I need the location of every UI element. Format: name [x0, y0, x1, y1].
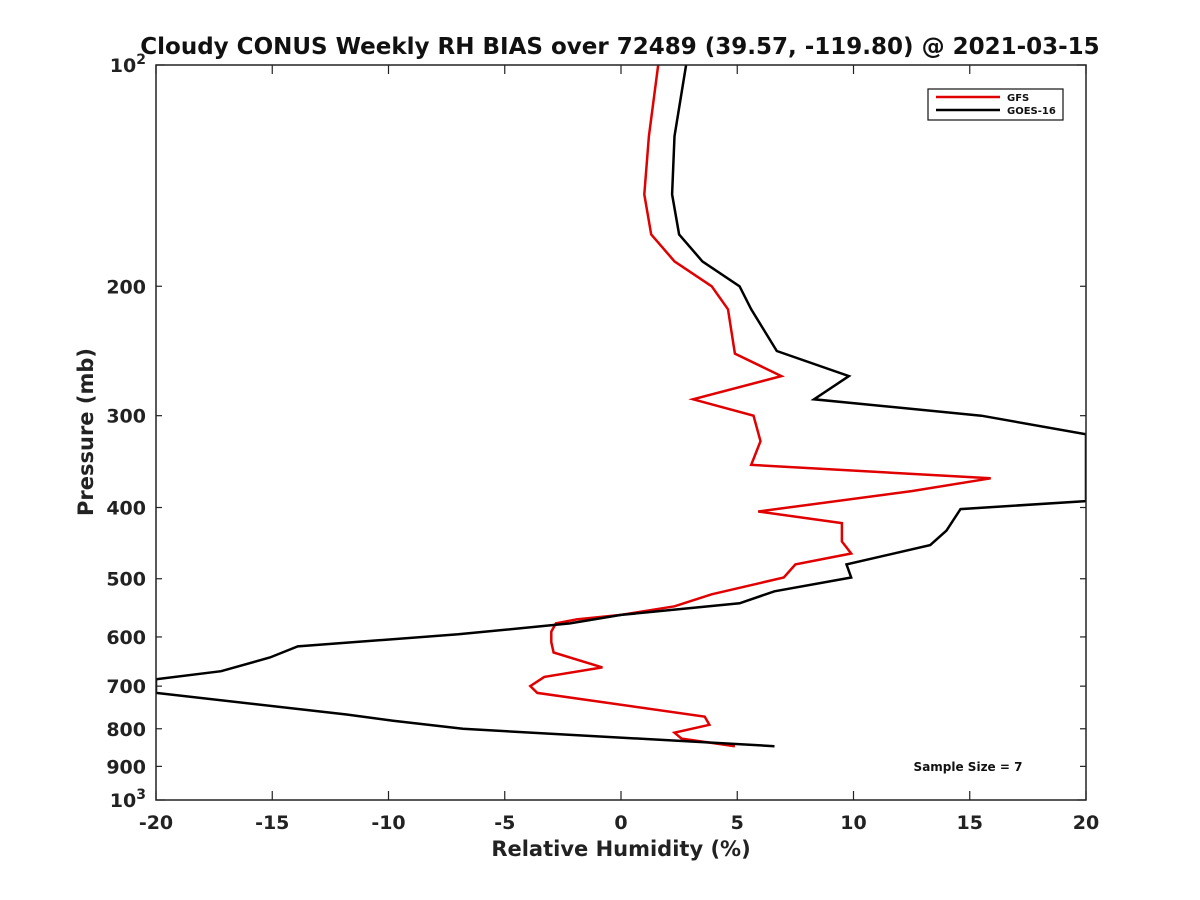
x-tick-label: 20 — [1073, 812, 1099, 834]
y-axis: 102 200 300 400 500 600 700 800 900 103 — [106, 52, 1086, 812]
y-tick-label: 800 — [106, 719, 146, 741]
sample-size-annotation: Sample Size = 7 — [914, 760, 1023, 774]
legend-label-goes16: GOES-16 — [1007, 106, 1056, 117]
x-tick-label: 0 — [614, 812, 627, 834]
series-line-goes16 — [156, 65, 1086, 748]
y-tick-label: 600 — [106, 627, 146, 649]
x-tick-label: -20 — [139, 812, 173, 834]
series-line-gfs — [528, 65, 991, 748]
x-tick-label: 10 — [840, 812, 866, 834]
y-tick-label: 900 — [106, 756, 146, 778]
x-tick-label: 15 — [957, 812, 983, 834]
y-tick-label: 103 — [110, 787, 146, 812]
y-tick-label: 400 — [106, 498, 146, 520]
y-tick-label: 300 — [106, 406, 146, 428]
x-tick-label: -10 — [371, 812, 405, 834]
x-tick-label: -5 — [494, 812, 515, 834]
x-tick-label: 5 — [731, 812, 744, 834]
x-axis-label: Relative Humidity (%) — [491, 837, 750, 861]
y-tick-label: 200 — [106, 276, 146, 298]
y-tick-label: 102 — [110, 52, 146, 77]
y-tick-label: 500 — [106, 569, 146, 591]
legend-label-gfs: GFS — [1007, 93, 1029, 104]
chart-title: Cloudy CONUS Weekly RH BIAS over 72489 (… — [140, 34, 1099, 60]
y-axis-label: Pressure (mb) — [74, 348, 98, 516]
x-tick-label: -15 — [255, 812, 289, 834]
legend: GFS GOES-16 — [927, 88, 1064, 121]
legend-box — [927, 88, 1064, 121]
x-axis: -20 -15 -10 -5 0 5 10 15 20 — [139, 65, 1099, 834]
y-tick-label: 700 — [106, 676, 146, 698]
series-layer — [156, 65, 1086, 748]
